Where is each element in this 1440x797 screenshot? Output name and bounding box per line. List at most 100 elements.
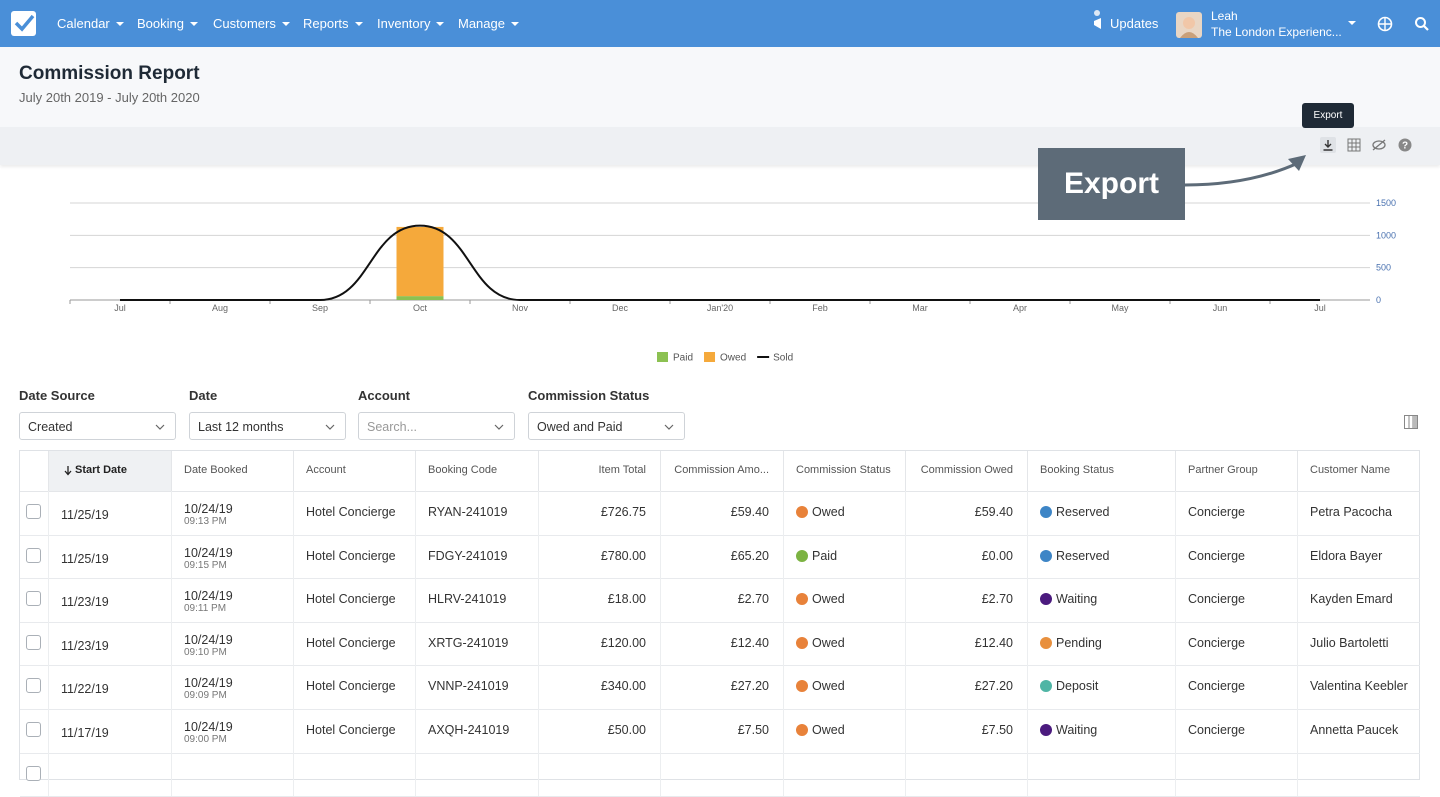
cell-divider xyxy=(48,578,49,622)
column-header[interactable] xyxy=(538,451,660,491)
nav-caret[interactable] xyxy=(113,20,125,28)
toolbar-icons[interactable]: ? xyxy=(1320,137,1420,155)
user-name[interactable]: Leah xyxy=(1211,9,1238,23)
cell-text: AXQH-241019 xyxy=(428,723,510,737)
nav-caret[interactable] xyxy=(352,20,364,28)
globe-icon[interactable] xyxy=(1377,16,1393,32)
nav-item-label[interactable]: Customers xyxy=(213,16,276,31)
logo[interactable] xyxy=(11,11,36,36)
select-chevron[interactable] xyxy=(155,424,165,430)
column-header[interactable] xyxy=(1297,451,1420,491)
start-date: 11/23/19 xyxy=(61,638,109,653)
column-header-label[interactable]: Start Date xyxy=(75,464,127,476)
column-header-label[interactable]: Customer Name xyxy=(1310,464,1391,476)
chevron[interactable] xyxy=(664,424,674,430)
column-header[interactable] xyxy=(905,451,1027,491)
column-header-label[interactable]: Item Total xyxy=(598,464,647,476)
nav-item[interactable]: Customers xyxy=(213,16,291,31)
column-toggle[interactable] xyxy=(1404,415,1418,429)
row-checkbox[interactable] xyxy=(26,634,41,650)
column-header-label[interactable]: Commission Owed xyxy=(920,464,1013,476)
column-header-label[interactable]: Commission Status xyxy=(796,464,891,476)
column-header-label[interactable]: Booking Code xyxy=(428,464,498,476)
nav-caret[interactable] xyxy=(508,20,520,28)
row-checkbox[interactable] xyxy=(26,591,41,607)
nav-item-label[interactable]: Inventory xyxy=(377,16,431,31)
cell-divider xyxy=(538,709,539,753)
filter-value[interactable]: Search... xyxy=(367,420,418,434)
nav-caret[interactable] xyxy=(187,20,199,28)
nav-item[interactable]: Manage xyxy=(458,16,520,31)
updates-link[interactable]: Updates xyxy=(1110,16,1159,31)
column-header[interactable] xyxy=(171,451,293,491)
date-booked: 10/24/19 xyxy=(184,545,233,560)
updates-icon[interactable] xyxy=(1092,9,1108,31)
filter-value[interactable]: Created xyxy=(28,420,73,434)
user-caret[interactable] xyxy=(1347,20,1357,26)
row-checkbox[interactable] xyxy=(26,678,41,694)
select-chevron[interactable] xyxy=(325,424,335,430)
cell-divider xyxy=(415,709,416,753)
start-date: 11/22/19 xyxy=(61,682,109,697)
status-label: Owed xyxy=(812,723,845,737)
cell-text: Eldora Bayer xyxy=(1310,548,1383,563)
company-name[interactable]: The London Experienc... xyxy=(1211,25,1342,39)
nav-item[interactable]: Booking xyxy=(137,16,199,31)
cell-text: HLRV-241019 xyxy=(428,592,507,607)
filter-select[interactable]: Last 12 months xyxy=(189,412,346,440)
caret[interactable] xyxy=(354,22,363,26)
nav-item[interactable]: Inventory xyxy=(377,16,445,31)
column-header-label[interactable]: Account xyxy=(306,464,346,476)
status-dot xyxy=(1040,680,1052,693)
column-header-label[interactable]: Booking Status xyxy=(1040,464,1114,476)
nav-item[interactable]: Calendar xyxy=(57,16,125,31)
chevron[interactable] xyxy=(155,424,165,430)
nav-item-label[interactable]: Reports xyxy=(303,16,349,31)
caret[interactable] xyxy=(436,22,445,26)
filter-value[interactable]: Last 12 months xyxy=(198,420,284,434)
column-header[interactable] xyxy=(1027,451,1175,491)
arrow[interactable] xyxy=(64,466,72,476)
nav-item[interactable]: Reports xyxy=(303,16,364,31)
status-label: Waiting xyxy=(1056,592,1098,607)
column-header[interactable] xyxy=(783,451,905,491)
caret[interactable] xyxy=(115,22,124,26)
select-chevron[interactable] xyxy=(664,424,674,430)
nav-caret[interactable] xyxy=(433,20,445,28)
nav-item-label[interactable]: Manage xyxy=(458,16,505,31)
column-header[interactable] xyxy=(415,451,538,491)
column-header[interactable] xyxy=(660,451,783,491)
filter-value[interactable]: Owed and Paid xyxy=(537,420,623,434)
row-checkbox[interactable] xyxy=(26,722,41,737)
sort-arrow[interactable] xyxy=(64,466,72,476)
filter-select[interactable]: Search... xyxy=(358,412,515,440)
cell-text: £27.20 xyxy=(974,679,1013,694)
chevron[interactable] xyxy=(325,424,335,430)
caret[interactable] xyxy=(281,22,290,26)
column-header-label[interactable]: Date Booked xyxy=(184,464,248,476)
start-date: 11/25/19 xyxy=(61,508,109,522)
avatar[interactable] xyxy=(1176,12,1202,38)
search-icon[interactable] xyxy=(1414,16,1430,32)
start-date: 11/17/19 xyxy=(61,726,109,740)
select-chevron[interactable] xyxy=(494,424,504,430)
row-checkbox[interactable] xyxy=(26,547,41,563)
nav-caret[interactable] xyxy=(279,20,291,28)
column-header-label[interactable]: Partner Group xyxy=(1188,464,1258,476)
caret[interactable] xyxy=(189,22,198,26)
column-header[interactable] xyxy=(1175,451,1297,491)
column-header[interactable] xyxy=(293,451,415,491)
date-booked: 10/24/19 xyxy=(184,589,233,604)
filter-label: Account xyxy=(358,388,410,403)
row-checkbox[interactable] xyxy=(26,765,41,781)
filter-select[interactable]: Owed and Paid xyxy=(528,412,685,440)
filter-select[interactable]: Created xyxy=(19,412,176,440)
nav-item-label[interactable]: Calendar xyxy=(57,16,110,31)
column-header-label[interactable]: Commission Amo... xyxy=(674,464,769,476)
chevron[interactable] xyxy=(494,424,504,430)
row-checkbox[interactable] xyxy=(26,504,41,519)
cell-divider xyxy=(905,709,906,753)
cell-divider xyxy=(1297,665,1298,709)
caret[interactable] xyxy=(510,22,519,26)
nav-item-label[interactable]: Booking xyxy=(137,16,184,31)
